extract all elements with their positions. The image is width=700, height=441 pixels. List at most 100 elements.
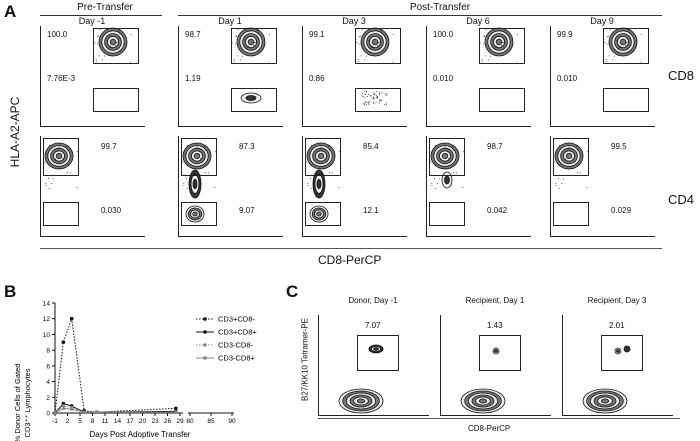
event-dot [205,172,207,174]
event-dot [576,155,578,157]
event-dot [328,146,330,148]
event-dot [616,40,618,42]
series-marker [69,407,74,411]
event-dot [373,102,375,104]
event-dot [252,45,254,47]
gate-percent-bottom: 9.07 [239,206,255,215]
event-dot [207,172,209,174]
event-dot [622,35,624,37]
event-dot [64,160,66,162]
event-dot [257,33,259,35]
x-tick-label: 2 [66,418,70,425]
gate-top [479,28,525,64]
event-dot [322,153,324,155]
event-dot [498,47,500,49]
event-dot [502,41,504,43]
event-dot [374,93,376,95]
event-dot [368,93,370,95]
panel-c-x-axis-line [318,418,680,419]
gate-bottom [43,202,79,226]
tetramer-flow-plot: 1.43 [440,315,551,416]
cd4-transition-population [192,178,198,190]
event-dot [384,51,386,53]
event-dot [268,34,270,36]
post-transfer-header: Post-Transfer [409,2,471,13]
flow-plot-cd4: 99.7 0.030 [40,136,145,237]
event-dot [118,30,120,32]
event-dot [605,59,607,61]
tetramer-negative-population [478,398,488,404]
gate-percent: 7.07 [365,321,381,330]
event-dot [112,47,114,49]
event-dot [577,172,579,174]
event-dot [328,155,330,157]
gate-top [43,138,79,176]
event-dot [568,165,570,167]
event-dot [183,185,185,187]
event-dot [48,178,50,180]
event-dot [619,47,621,49]
event-dot [357,59,359,61]
x-tick-label: 8 [91,418,95,425]
flow-plot-density [604,27,642,64]
gate-bottom [553,202,589,226]
event-dot [562,178,564,180]
event-dot [59,153,61,155]
gate-percent-top: 100.0 [433,30,454,39]
event-dot [51,183,53,185]
event-dot [446,168,448,170]
event-dot [310,187,312,189]
event-dot [375,95,377,97]
event-dot [97,35,99,37]
event-dot [48,187,50,189]
event-dot [620,35,622,37]
event-dot [46,162,48,164]
flow-plot-cd8: 100.0 0.010 [426,26,531,127]
event-dot [569,153,571,155]
event-dot [462,151,464,153]
cd4-tail-population [444,175,450,185]
gate-percent: 2.01 [609,321,625,330]
flow-plot-density [338,344,384,414]
event-dot [368,101,370,103]
event-dot [572,164,574,166]
event-dot [367,102,369,104]
gate-percent-bottom: 0.86 [309,74,325,83]
event-dot [444,153,446,155]
event-dot [374,35,376,37]
event-dot [629,50,631,52]
series-marker [53,411,57,415]
event-dot [370,95,372,97]
event-dot [556,162,558,164]
y-tick-label: 0 [46,411,50,418]
column-title: Day 9 [590,16,614,26]
event-dot [248,30,250,32]
flow-plot-density [582,345,631,414]
event-dot [572,157,574,159]
flow-plot-cd8: 99.1 0.86 [302,26,407,127]
x-tick-label: 11 [102,418,109,425]
event-dot [98,55,100,57]
event-dot [570,168,572,170]
event-dot [58,153,60,155]
event-dot [433,152,435,154]
chart-x-label: Days Post Adoptive Transfer [90,430,191,439]
event-dot [369,95,371,97]
event-dot [483,35,485,37]
event-dot [182,161,184,163]
event-dot [565,158,567,160]
flow-plot-density [430,142,464,189]
event-dot [364,101,366,103]
event-dot [66,149,68,151]
event-dot [109,47,111,49]
gate-percent-bottom: 12.1 [363,206,379,215]
panel-c-plot-title: Recipient, Day 1 [465,296,525,305]
event-dot [103,55,105,57]
event-dot [386,95,388,97]
event-dot [448,164,450,166]
event-dot [367,96,369,98]
gate-bottom [429,202,465,226]
event-dot [434,187,436,189]
event-dot [605,60,607,62]
event-dot [378,94,380,96]
